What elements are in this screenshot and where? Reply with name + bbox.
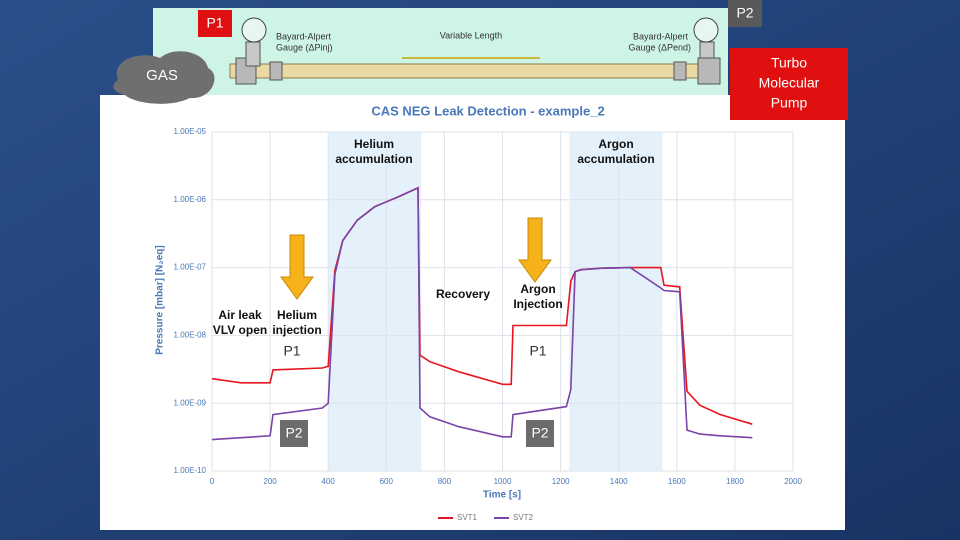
p2-box (728, 0, 762, 27)
valve (697, 57, 721, 85)
annotation: Helium (354, 137, 394, 151)
y-axis-label: Pressure [mbar] [N₂eq] (155, 245, 166, 354)
annotation: Helium (277, 308, 317, 322)
x-tick-label: 0 (210, 477, 215, 486)
pressure-box (280, 420, 308, 447)
gauge-label: Gauge (ΔPend) (628, 42, 691, 52)
flange (269, 61, 283, 81)
p1-box (198, 10, 232, 37)
annotation: Recovery (436, 287, 490, 301)
x-tick-label: 2000 (784, 477, 802, 486)
y-tick-label: 1.00E-09 (174, 398, 207, 407)
x-tick-label: 1400 (610, 477, 628, 486)
x-tick-label: 1000 (494, 477, 512, 486)
annotation: injection (272, 323, 321, 337)
x-tick-label: 400 (322, 477, 336, 486)
annotation: accumulation (577, 152, 654, 166)
shaded-region (328, 132, 422, 471)
length-label: Variable Length (440, 30, 502, 40)
y-tick-label: 1.00E-06 (174, 195, 207, 204)
pump-label: Molecular (759, 75, 820, 91)
annotation: Argon (520, 282, 555, 296)
x-tick-label: 1200 (552, 477, 570, 486)
x-axis-label: Time [s] (483, 490, 521, 501)
arrow (280, 234, 314, 300)
gauge (693, 17, 719, 43)
y-tick-label: 1.00E-10 (174, 466, 207, 475)
x-tick-label: 1600 (668, 477, 686, 486)
y-tick-label: 1.00E-08 (174, 331, 207, 340)
pressure-label: P2 (285, 425, 302, 441)
x-tick-label: 1800 (726, 477, 744, 486)
pump-box (730, 48, 848, 120)
x-tick-label: 800 (438, 477, 452, 486)
gas-label: GAS (146, 67, 178, 84)
annotation: VLV open (213, 323, 267, 337)
pressure-box (278, 338, 306, 365)
chart-title: CAS NEG Leak Detection - example_2 (371, 103, 604, 118)
pressure-box (524, 338, 552, 365)
annotation: Air leak (218, 308, 262, 322)
series-line (211, 186, 753, 441)
x-tick-label: 200 (263, 477, 277, 486)
annotation: accumulation (335, 152, 412, 166)
legend-label: SVT2 (513, 513, 534, 522)
pressure-label: P1 (529, 343, 546, 359)
gauge-label: Bayard-Alpert (633, 31, 689, 41)
pipe (229, 63, 701, 79)
flange (673, 61, 687, 81)
x-tick-label: 600 (380, 477, 394, 486)
pressure-box (526, 420, 554, 447)
pump-label: Pump (771, 95, 808, 111)
gauge-label: Gauge (ΔPinj) (276, 42, 333, 52)
pressure-label: P1 (283, 343, 300, 359)
legend-label: SVT1 (457, 513, 478, 522)
gauge (241, 17, 267, 43)
annotation: Argon (598, 137, 633, 151)
y-tick-label: 1.00E-05 (174, 127, 207, 136)
shaded-region (569, 132, 663, 471)
y-tick-label: 1.00E-07 (174, 263, 207, 272)
series-line (211, 186, 753, 425)
p2-label: P2 (736, 5, 753, 21)
pressure-label: P2 (531, 425, 548, 441)
arrow (518, 217, 552, 283)
p1-label: P1 (206, 15, 223, 31)
chart-panel (100, 95, 845, 530)
gauge-stem (245, 41, 261, 67)
gas-cloud (113, 51, 215, 104)
pump-label: Turbo (771, 55, 807, 71)
plot: 0 200 400 600 800 1000 1200 1400 1600 1800 2000 1.0… (174, 127, 803, 522)
gauge-label: Bayard-Alpert (276, 31, 332, 41)
annotation: Injection (513, 297, 562, 311)
